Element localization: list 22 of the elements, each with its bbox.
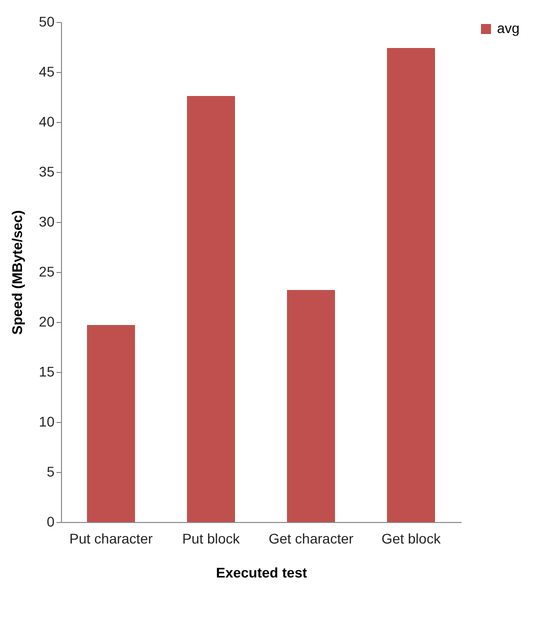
x-tick-label: Put character xyxy=(69,530,153,546)
y-tick-label: 20 xyxy=(38,314,55,330)
x-tick-label: Put block xyxy=(182,530,241,546)
y-tick-label: 15 xyxy=(38,364,55,380)
legend-label: avg xyxy=(497,20,520,36)
y-tick-label: 25 xyxy=(38,264,55,280)
bar xyxy=(287,290,335,522)
y-tick-label: 30 xyxy=(38,214,55,230)
x-tick-label: Get block xyxy=(381,530,442,546)
x-axis-title: Executed test xyxy=(216,564,308,580)
y-tick-label: 40 xyxy=(38,114,55,130)
bar xyxy=(87,325,135,522)
y-axis-title: Speed (MByte/sec) xyxy=(8,210,25,335)
y-tick-label: 50 xyxy=(38,14,55,30)
y-tick-label: 0 xyxy=(46,514,55,530)
y-tick-label: 5 xyxy=(46,464,55,480)
y-tick-label: 45 xyxy=(38,64,55,80)
bar xyxy=(187,96,235,522)
y-tick-label: 10 xyxy=(38,414,55,430)
x-tick-label: Get character xyxy=(268,530,354,546)
bar xyxy=(387,48,435,522)
y-tick-label: 35 xyxy=(38,164,55,180)
